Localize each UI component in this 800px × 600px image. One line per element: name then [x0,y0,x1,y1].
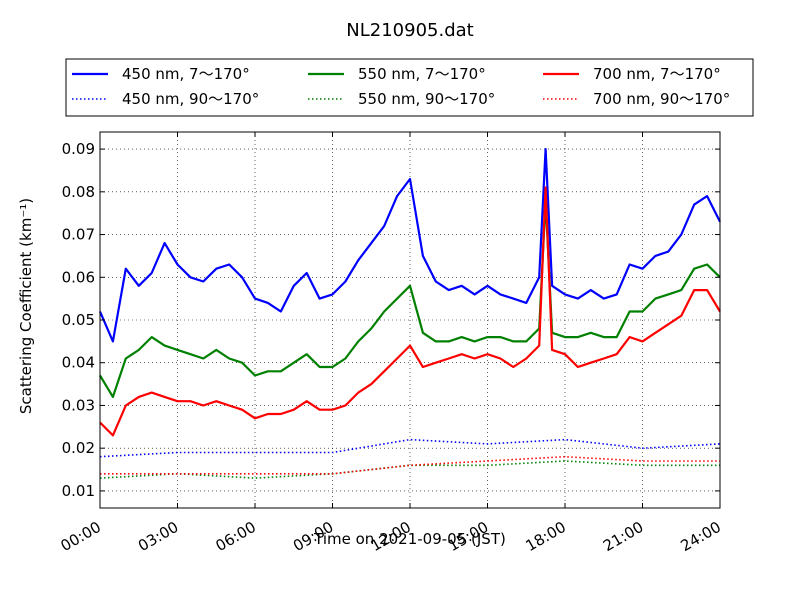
y-axis-label: Scattering Coefficient (km⁻¹) [17,198,35,414]
legend-label: 550 nm, 7～170° [358,65,486,83]
x-tick-label: 03:00 [135,518,181,555]
grid [100,132,720,508]
legend-label: 700 nm, 7～170° [593,65,721,83]
x-tick-label: 06:00 [213,518,259,555]
x-tick-label: 00:00 [58,518,104,555]
x-tick-label: 21:00 [600,518,646,555]
y-tick-label: 0.09 [62,140,95,158]
series-line [98,148,721,343]
y-tick-label: 0.02 [62,439,95,457]
series-line [100,455,720,475]
x-axis-label: Time on 2021-09-05 (JST) [313,530,506,548]
x-tick-label: 24:00 [678,518,724,555]
plot-area: 00:00 03:00 06:00 09:00 12:00 15:00 18:00 21:00… [58,131,724,555]
series-line [99,186,721,437]
series-line [99,199,721,398]
y-tick-label: 0.04 [62,354,95,372]
x-tick-label: 18:00 [523,518,569,555]
y-tick-label: 0.06 [62,268,95,286]
legend-label: 450 nm, 90～170° [122,90,259,108]
chart-title: NL210905.dat [346,20,473,41]
series-line [99,460,720,479]
y-tick-label: 0.01 [62,482,95,500]
y-tick-label: 0.05 [62,311,95,329]
y-tick-label: 0.03 [62,396,95,414]
legend-box [65,58,754,117]
legend-label: 550 nm, 90～170° [358,90,495,108]
legend: 450 nm, 7～170° 550 nm, 7～170° 700 nm, 7～17… [65,58,754,117]
legend-label: 700 nm, 90～170° [593,90,730,108]
y-tick-label: 0.08 [62,183,95,201]
legend-items: 450 nm, 7～170° 550 nm, 7～170° 700 nm, 7～17… [72,65,730,108]
legend-label: 450 nm, 7～170° [122,65,250,83]
y-tick-label: 0.07 [62,226,95,244]
series-layer [98,148,721,479]
